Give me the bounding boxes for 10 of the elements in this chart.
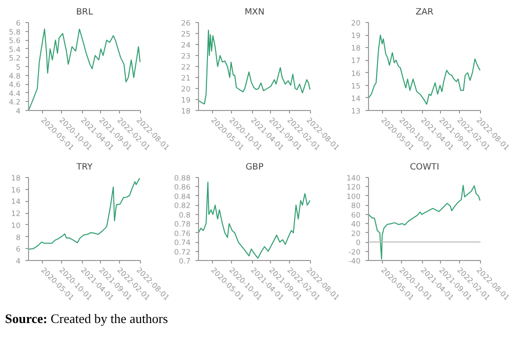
chart-title: GBP [246, 162, 264, 172]
chart-title: COWTI [410, 162, 440, 172]
line-series [198, 30, 310, 104]
chart-title: ZAR [416, 8, 434, 18]
chart-title: TRY [75, 162, 94, 172]
line-series [28, 178, 140, 250]
chart-title: MXN [244, 8, 264, 18]
source-note: Source: Created by the authors [5, 310, 168, 328]
chart-title: BRL [76, 8, 94, 18]
line-series [368, 34, 480, 105]
